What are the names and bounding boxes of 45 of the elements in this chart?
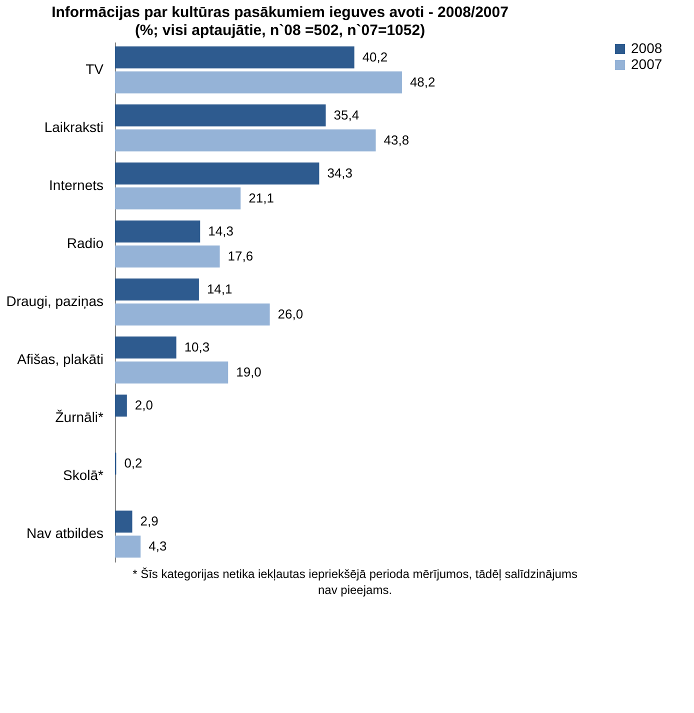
- bar: [115, 162, 320, 184]
- bar: [115, 104, 326, 126]
- bar: [115, 71, 402, 94]
- bar: [115, 336, 176, 359]
- chart-subtitle: (%; visi aptaujātie, n`08 =502, n`07=1052): [134, 22, 426, 39]
- bar: [115, 245, 220, 268]
- data-label: 10,3: [184, 340, 210, 355]
- data-label: 35,4: [334, 107, 360, 122]
- data-label: 14,3: [208, 223, 234, 238]
- y-tick-label: Radio: [66, 234, 104, 251]
- y-tick-label: Nav atbildes: [26, 525, 104, 542]
- chart-title: Informācijas par kultūras pasākumiem ieguves avoti - 2008/2007: [52, 4, 508, 21]
- bar: [115, 510, 132, 533]
- y-tick-label: Skolā*: [63, 467, 104, 484]
- y-tick-label: Draugi, paziņas: [6, 293, 104, 309]
- legend-label: 2007: [631, 56, 662, 72]
- y-tick-label: Afišas, plakāti: [17, 351, 104, 368]
- data-label: 34,3: [327, 165, 353, 180]
- bar: [115, 187, 241, 210]
- data-label: 2,9: [140, 514, 158, 529]
- bar: [115, 129, 376, 152]
- data-label: 43,8: [384, 132, 410, 148]
- data-label: 17,6: [228, 248, 254, 264]
- data-label: 2,0: [134, 398, 153, 413]
- data-label: 26,0: [278, 306, 304, 322]
- data-label: 19,0: [236, 364, 262, 380]
- y-tick-label: Žurnāli*: [55, 409, 104, 426]
- data-label: 14,1: [206, 282, 232, 297]
- y-tick-label: Internets: [49, 176, 104, 193]
- data-label: 21,1: [248, 190, 274, 206]
- bar: [115, 46, 354, 68]
- legend-label: 2008: [631, 40, 662, 56]
- y-tick-label: Laikraksti: [44, 118, 104, 135]
- data-label: 40,2: [362, 49, 388, 64]
- bar: [115, 394, 127, 417]
- bar: [115, 220, 200, 242]
- bar: [115, 278, 199, 301]
- bar: [115, 536, 141, 558]
- data-label: 0,2: [124, 456, 142, 471]
- bar: [115, 362, 228, 384]
- text: * Šīs kategorijas netika iekļautas iepriekšējā perioda mērījumos, tādēļ salīdzinājums nav pieejams.: [132, 567, 578, 597]
- data-label: 4,3: [148, 538, 167, 554]
- bar: [115, 303, 270, 326]
- y-tick-label: TV: [86, 60, 104, 77]
- data-label: 48,2: [410, 74, 436, 90]
